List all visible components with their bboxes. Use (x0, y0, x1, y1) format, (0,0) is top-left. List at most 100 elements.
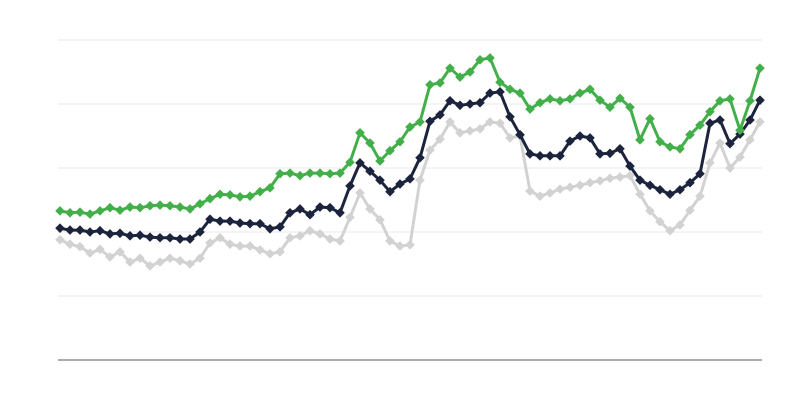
navy-series-marker (275, 222, 285, 232)
green-series-marker (595, 95, 605, 105)
navy-series-marker (55, 223, 65, 233)
gray-series-marker (545, 188, 555, 198)
green-series-marker (165, 200, 175, 211)
green-series-marker (665, 142, 675, 152)
gray-series-marker (695, 191, 705, 201)
gray-series-marker (245, 241, 255, 251)
gray-series-marker (55, 234, 65, 245)
navy-series-marker (555, 151, 565, 161)
gray-series-marker (465, 126, 475, 136)
green-series-marker (255, 186, 265, 197)
green-series-marker (65, 208, 75, 218)
green-series-marker (185, 204, 195, 214)
green-series-marker (705, 106, 715, 117)
navy-series-marker (655, 184, 665, 195)
gray-series-marker (355, 188, 365, 198)
navy-series-marker (475, 97, 485, 108)
gray-series-marker (655, 216, 665, 227)
navy-series-marker (705, 118, 715, 128)
gray-series-marker (415, 175, 425, 185)
navy-series-marker (175, 234, 185, 244)
gray-series-marker (395, 241, 405, 251)
navy-series-marker (85, 227, 95, 237)
navy-series-marker (445, 96, 455, 106)
navy-series-marker (205, 214, 215, 224)
gray-series-marker (525, 186, 535, 196)
gray-series-marker (315, 229, 325, 239)
navy-series-marker (375, 175, 385, 185)
navy-series-marker (625, 161, 635, 171)
gray-series-marker (715, 138, 725, 148)
navy-series-marker (185, 234, 195, 244)
gray-series-marker (665, 225, 675, 236)
green-series-marker (455, 72, 465, 82)
green-series-marker (535, 97, 545, 108)
green-series-marker (275, 168, 285, 179)
gray-series-marker (135, 253, 145, 264)
navy-series-marker (665, 189, 675, 200)
gray-series-marker (755, 117, 765, 127)
green-series-marker (145, 200, 155, 211)
navy-series-marker (305, 209, 315, 220)
navy-series-marker (325, 202, 335, 213)
green-series-marker (295, 170, 305, 181)
green-series-marker (575, 88, 585, 98)
gray-series-marker (615, 172, 625, 182)
gray-series-marker (215, 232, 225, 243)
navy-series-marker (575, 131, 585, 141)
navy-series-marker (715, 115, 725, 125)
navy-series-marker (125, 231, 135, 241)
gray-series-marker (365, 204, 375, 214)
navy-series-marker (485, 88, 495, 98)
green-series-marker (555, 96, 565, 106)
navy-series-marker (605, 148, 615, 159)
gray-series-marker (115, 247, 125, 257)
green-series-marker (105, 202, 115, 213)
navy-series-marker (675, 184, 685, 195)
navy-series-marker (505, 112, 515, 122)
navy-series-marker (695, 168, 705, 179)
green-series-markers (55, 53, 765, 219)
gray-series-marker (725, 163, 735, 173)
navy-series-marker (235, 218, 245, 228)
green-series-marker (285, 168, 295, 178)
navy-series-marker (395, 179, 405, 189)
navy-series-marker (745, 115, 755, 125)
navy-series-marker (725, 138, 735, 149)
navy-series-marker (585, 133, 595, 143)
green-series-marker (755, 63, 765, 73)
gray-series-marker (105, 252, 115, 262)
green-series-marker (265, 183, 275, 193)
gray-series-marker (595, 176, 605, 186)
navy-series-marker (525, 149, 535, 159)
navy-series-marker (245, 218, 255, 229)
green-series-marker (735, 125, 745, 136)
gray-series-marker (745, 135, 755, 145)
gray-series-marker (455, 128, 465, 138)
gray-series-marker (495, 118, 505, 128)
green-series-marker (505, 84, 515, 95)
gray-series-marker (575, 180, 585, 191)
navy-series-marker (145, 232, 155, 242)
gray-series-marker (565, 182, 575, 192)
green-series-marker (745, 96, 755, 106)
green-series-marker (365, 138, 375, 148)
gray-series-marker (685, 205, 695, 216)
navy-series-marker (545, 151, 555, 161)
gray-series-marker (305, 225, 315, 236)
navy-series-marker (115, 228, 125, 239)
gray-series-marker (165, 253, 175, 264)
green-series-marker (305, 168, 315, 178)
green-series-marker (315, 168, 325, 178)
gray-series-marker (625, 170, 635, 181)
green-series-marker (155, 200, 165, 210)
gray-series-marker (85, 248, 95, 258)
green-series-marker (605, 102, 615, 112)
green-series-marker (95, 206, 105, 216)
gray-series-marker (585, 177, 595, 188)
gray-series-marker (555, 184, 565, 194)
green-series-marker (115, 205, 125, 216)
navy-series-marker (365, 166, 375, 176)
gray-series-marker (255, 245, 265, 255)
